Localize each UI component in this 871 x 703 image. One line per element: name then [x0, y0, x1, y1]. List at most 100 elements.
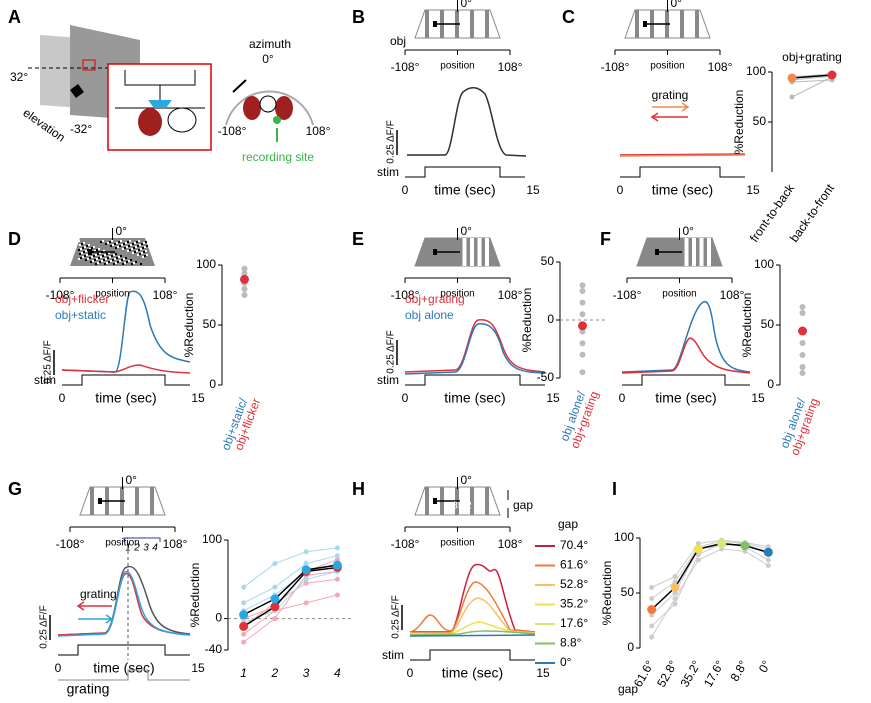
noise	[146, 254, 148, 256]
noise	[134, 242, 136, 244]
object	[433, 498, 437, 504]
noise	[119, 245, 121, 247]
point	[241, 265, 248, 272]
noise	[83, 251, 85, 253]
stripe	[485, 238, 489, 266]
panel-letter: A	[8, 7, 21, 27]
stripe	[477, 238, 482, 266]
y-tick-label: 50	[621, 585, 635, 599]
point	[241, 584, 247, 590]
mean-point	[798, 326, 807, 336]
series-line	[791, 76, 833, 98]
noise	[78, 240, 80, 242]
x-tick-label: 35.2°	[677, 658, 703, 690]
stripe	[150, 487, 154, 515]
noise	[128, 245, 130, 247]
point	[799, 340, 806, 346]
arrow	[650, 112, 688, 122]
label: -108°	[391, 60, 420, 74]
noise	[96, 258, 98, 260]
noise	[89, 257, 91, 259]
noise	[113, 263, 115, 265]
series-line	[243, 578, 338, 627]
label: time (sec)	[93, 660, 154, 676]
noise	[117, 246, 119, 248]
y-tick-label: 100	[202, 532, 222, 546]
label: F	[600, 229, 611, 249]
noise	[141, 243, 143, 245]
x-tick-label: 61.6°	[631, 658, 657, 690]
mean-point	[301, 565, 311, 575]
plot-title: obj+grating	[782, 50, 842, 64]
noise	[105, 258, 107, 260]
y-tick-label: 0	[767, 377, 774, 391]
eye	[243, 96, 261, 120]
point	[579, 351, 586, 358]
stripe	[90, 487, 94, 515]
label: obj alone	[405, 308, 454, 322]
mean-point	[787, 73, 797, 83]
noise	[112, 244, 114, 246]
point	[303, 561, 309, 567]
noise	[125, 257, 127, 259]
noise	[110, 245, 112, 247]
noise	[125, 242, 127, 244]
noise	[94, 250, 96, 252]
point	[695, 557, 701, 563]
point	[579, 311, 586, 318]
noise	[111, 240, 113, 242]
y-tick-label: 0	[215, 611, 222, 625]
arrow	[76, 601, 112, 611]
trace	[410, 563, 536, 633]
point	[303, 580, 309, 586]
series-line	[243, 563, 338, 612]
trace	[407, 87, 527, 157]
stripe	[635, 10, 639, 38]
noise	[122, 263, 124, 265]
x-tick-label: 17.6°	[701, 658, 727, 690]
mean-point	[670, 583, 680, 592]
label: time (sec)	[655, 390, 716, 406]
point	[579, 282, 586, 289]
trace-band	[407, 87, 527, 157]
trace	[410, 597, 536, 634]
series-line	[243, 570, 338, 643]
trace	[409, 634, 536, 637]
noise	[81, 252, 83, 254]
label: C	[562, 7, 575, 27]
noise	[101, 260, 103, 262]
series-line	[791, 74, 833, 79]
stripe	[695, 10, 699, 38]
point	[241, 639, 247, 645]
noise	[79, 253, 81, 255]
noise	[143, 251, 145, 253]
label: time (sec)	[442, 665, 503, 681]
label: 15	[746, 183, 760, 197]
y-tick-label: -40	[205, 642, 223, 656]
point	[799, 310, 806, 316]
label: 108°	[163, 537, 188, 551]
stripe	[707, 238, 711, 266]
x-tick-label: 1	[240, 666, 247, 680]
noise	[121, 244, 123, 246]
noise	[144, 255, 146, 257]
point	[241, 631, 247, 637]
head	[167, 107, 197, 133]
series-line	[243, 594, 338, 635]
label: 17.6°	[560, 616, 588, 630]
label: 15	[546, 391, 560, 405]
eye	[138, 108, 162, 136]
noise	[103, 250, 105, 252]
label: -32°	[70, 122, 92, 136]
noise	[79, 244, 81, 246]
point	[579, 288, 586, 294]
label: 0.25 ΔF/F	[391, 595, 402, 638]
noise	[131, 248, 133, 250]
point	[579, 328, 586, 335]
point	[272, 616, 278, 622]
noise	[86, 254, 88, 256]
noise	[86, 245, 88, 247]
label: D	[8, 229, 21, 249]
label: recording site	[242, 150, 314, 164]
